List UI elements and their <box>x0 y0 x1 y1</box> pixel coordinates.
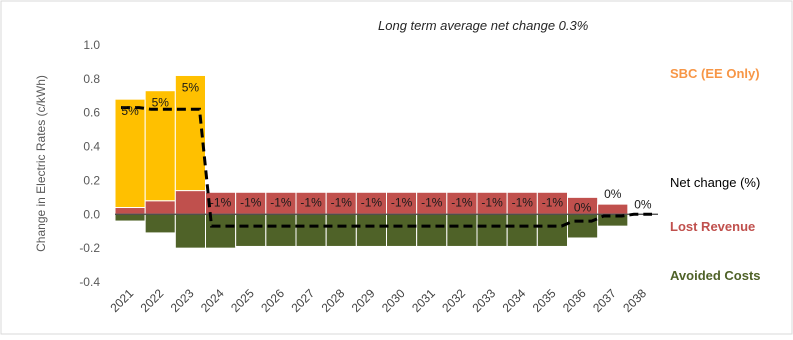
bar-sbc <box>114 98 146 209</box>
x-tick-label: 2029 <box>349 286 378 315</box>
y-tick-label: 0.8 <box>83 72 100 86</box>
data-label: -1% <box>421 195 443 209</box>
bar-lost-revenue <box>174 190 206 215</box>
data-label: 5% <box>121 104 139 118</box>
data-label: -1% <box>542 195 564 209</box>
bar-avoided-costs <box>265 213 297 247</box>
data-label: -1% <box>391 195 413 209</box>
data-label: -1% <box>512 195 534 209</box>
bar-avoided-costs <box>536 213 568 247</box>
bar-avoided-costs <box>295 213 327 247</box>
x-tick-label: 2023 <box>168 286 197 315</box>
y-tick-label: -0.4 <box>79 275 100 289</box>
bar-avoided-costs <box>355 213 388 247</box>
data-label: -1% <box>300 195 322 209</box>
bar-avoided-costs <box>386 213 418 247</box>
net-change-line <box>121 106 652 228</box>
bar-avoided-costs <box>567 213 599 239</box>
data-label: -1% <box>240 195 262 209</box>
y-tick-label: -0.2 <box>79 241 100 255</box>
data-label: 0% <box>634 197 652 211</box>
x-tick-label: 2032 <box>439 286 468 315</box>
chart-annotation: Long term average net change 0.3% <box>378 18 588 33</box>
bar-lost-revenue <box>597 203 629 215</box>
y-tick-label: 0.4 <box>83 140 100 154</box>
x-tick-label: 2035 <box>530 286 559 315</box>
bar-avoided-costs <box>114 213 146 222</box>
bar-avoided-costs <box>144 213 176 234</box>
bar-avoided-costs <box>235 213 267 247</box>
bar-avoided-costs <box>506 213 538 247</box>
data-label: -1% <box>481 195 503 209</box>
legend-item: Net change (%) <box>670 175 760 190</box>
y-tick-label: 0.6 <box>83 106 100 120</box>
data-label: 5% <box>152 96 170 110</box>
legend-item: SBC (EE Only) <box>670 66 760 81</box>
y-tick-label: 0.0 <box>83 207 100 221</box>
x-tick-label: 2038 <box>620 286 649 315</box>
bar-avoided-costs <box>476 213 508 247</box>
data-label: -1% <box>361 195 383 209</box>
x-tick-label: 2024 <box>198 286 227 315</box>
x-tick-label: 2031 <box>409 286 438 315</box>
x-tick-label: 2028 <box>319 286 348 315</box>
x-tick-label: 2021 <box>107 286 136 315</box>
data-label: -1% <box>331 195 353 209</box>
data-label: 5% <box>182 80 200 94</box>
x-tick-label: 2033 <box>469 286 498 315</box>
data-label: 0% <box>604 187 622 201</box>
data-label: -1% <box>270 195 292 209</box>
x-tick-label: 2037 <box>590 286 619 315</box>
y-axis-label: Change in Electric Rates (c/kWh) <box>34 75 48 252</box>
data-label: -1% <box>210 195 232 209</box>
legend-item: Avoided Costs <box>670 268 761 283</box>
data-label: 0% <box>574 200 592 214</box>
bar-avoided-costs <box>174 213 206 249</box>
x-tick-label: 2022 <box>138 286 167 315</box>
bar-lost-revenue <box>144 200 176 215</box>
data-label: -1% <box>451 195 473 209</box>
x-tick-label: 2027 <box>288 286 317 315</box>
x-tick-label: 2026 <box>258 286 287 315</box>
bar-avoided-costs <box>446 213 478 247</box>
legend-item: Lost Revenue <box>670 219 755 234</box>
bar-avoided-costs <box>416 213 448 247</box>
y-tick-label: 1.0 <box>83 38 100 52</box>
x-tick-label: 2034 <box>500 286 529 315</box>
bar-lost-revenue <box>114 207 146 215</box>
bar-avoided-costs <box>325 213 357 247</box>
x-tick-label: 2025 <box>228 286 257 315</box>
y-tick-label: 0.2 <box>83 173 100 187</box>
x-tick-label: 2036 <box>560 286 589 315</box>
x-tick-label: 2030 <box>379 286 408 315</box>
